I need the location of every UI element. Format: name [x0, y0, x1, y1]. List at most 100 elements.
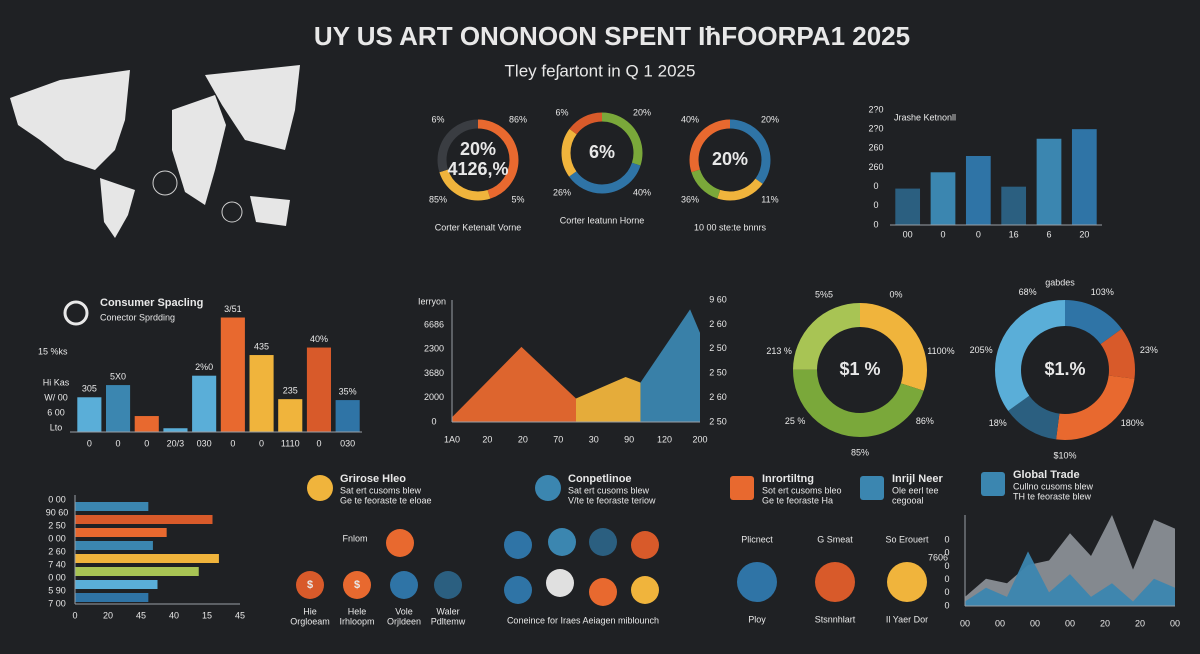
product-note: 7606	[928, 552, 948, 562]
bar	[965, 156, 991, 225]
area	[965, 551, 1175, 606]
icon	[548, 528, 576, 556]
y-label: Ierryon	[418, 296, 446, 306]
icon-caption: Waler	[436, 606, 459, 616]
value-label: 2%0	[195, 362, 213, 372]
y-tick-label: 2300	[424, 344, 444, 354]
feature-line: cegooal	[892, 495, 924, 505]
donut-side-label: 0%	[890, 290, 903, 300]
x-tick-label: 030	[340, 438, 355, 448]
x-tick-label: 20/3	[167, 438, 185, 448]
y2-tick-label: 9 60	[709, 294, 727, 304]
donut-side-label: 6%	[432, 114, 445, 124]
donut-side-label: 26%	[553, 187, 571, 197]
x-tick-label: 6	[1046, 229, 1051, 239]
donut-side-label: 85%	[429, 194, 447, 204]
side-label: 15 %ks	[38, 346, 68, 356]
bar	[249, 355, 274, 432]
y-tick-label: 0 00	[48, 572, 66, 582]
icon-caption: Pdltemw	[431, 616, 466, 626]
donut-side-label: 23%	[1140, 345, 1158, 355]
y-tick-label: 2000	[424, 392, 444, 402]
x-tick-label: 0	[316, 438, 321, 448]
subtitle: Tley feʃartont in Q 1 2025	[505, 61, 696, 80]
icon-caption: Vole	[395, 606, 413, 616]
area	[576, 376, 641, 422]
donut-segment	[793, 303, 927, 437]
x-tick-label: 0	[87, 438, 92, 448]
donut-side-label: 40%	[633, 187, 651, 197]
value-label: 40%	[310, 334, 328, 344]
bar	[1071, 129, 1097, 225]
feature-line: Sot ert cusoms bleo	[762, 485, 842, 495]
feature-line: Ole eerl tee	[892, 485, 939, 495]
donut-side-label: 20%	[633, 107, 651, 117]
y-tick-label: 2 50	[48, 520, 66, 530]
x-tick-label: 0	[230, 438, 235, 448]
donut-center: $1.%	[1044, 359, 1085, 379]
donut-segment	[995, 300, 1135, 440]
bar	[1036, 138, 1062, 225]
icon	[815, 562, 855, 602]
x-tick-label: 90	[624, 434, 634, 444]
donut-center: 20%	[460, 139, 496, 159]
x-tick-label: 20	[1100, 618, 1110, 628]
x-tick-label: 40	[169, 610, 179, 620]
y-tick-label: 2?0	[868, 124, 883, 134]
x-tick-label: 0	[259, 438, 264, 448]
y-tick-label: 260	[868, 162, 883, 172]
x-tick-label: 20	[482, 434, 492, 444]
icon	[504, 576, 532, 604]
icon	[546, 569, 574, 597]
y2-tick-label: 2 50	[709, 343, 727, 353]
donut-center: 6%	[589, 142, 615, 162]
icon	[343, 571, 371, 599]
donut-side-label: 1100%	[927, 346, 954, 356]
x-tick-label: 0	[144, 438, 149, 448]
icon	[434, 571, 462, 599]
bar	[75, 541, 153, 550]
title: UY US ART ONONOON SPENT IħFOORPA1 2025	[314, 21, 910, 51]
bar	[306, 347, 332, 432]
y-tick-label: 90 60	[46, 507, 69, 517]
donut-side-label: 85%	[851, 447, 869, 457]
icon	[589, 578, 617, 606]
icon	[631, 531, 659, 559]
donut-center: $1 %	[839, 359, 880, 379]
icon-caption: Orjldeen	[387, 616, 421, 626]
value-label: 5X0	[110, 371, 126, 381]
world-map	[10, 65, 300, 238]
y-tick-label: 0	[873, 200, 878, 210]
y-tick-label: 2 60	[48, 546, 66, 556]
product-caption: Il Yaer Dor	[886, 614, 928, 624]
donut-segment	[437, 119, 519, 201]
bar	[1001, 186, 1027, 225]
donut-side-label: 180%	[1121, 418, 1144, 428]
bar	[77, 397, 102, 432]
finance-label: Fnlom	[342, 533, 367, 543]
donut-segment	[561, 112, 643, 194]
bar	[75, 593, 149, 602]
icon-glyph: $	[354, 579, 360, 591]
donut-side-label: 11%	[761, 194, 778, 204]
bar	[75, 528, 167, 537]
value-label: 3/51	[224, 304, 242, 314]
y-tick-label: 0 00	[48, 533, 66, 543]
bar	[75, 515, 213, 524]
x-tick-label: 45	[235, 610, 245, 620]
y-tick-label: 6 00	[47, 407, 65, 417]
x-tick-label: 70	[553, 434, 563, 444]
feature-title: Inrortiltng	[762, 473, 814, 485]
x-tick-label: 00	[1170, 618, 1180, 628]
y-tick-label: 2?0	[868, 104, 883, 114]
y-tick-label: 0	[431, 416, 436, 426]
donut-caption: 10 00 ste:te bnnrs	[694, 222, 767, 232]
icon	[887, 562, 927, 602]
icon-caption: Hie	[303, 606, 317, 616]
y-tick-label: 0 00	[48, 494, 66, 504]
feature-line: Sat ert cusoms blew	[340, 485, 422, 495]
legend: Jrashe Ketnonll	[894, 112, 956, 122]
donut-side-label: 86%	[509, 114, 527, 124]
x-tick-label: 20	[1135, 618, 1145, 628]
